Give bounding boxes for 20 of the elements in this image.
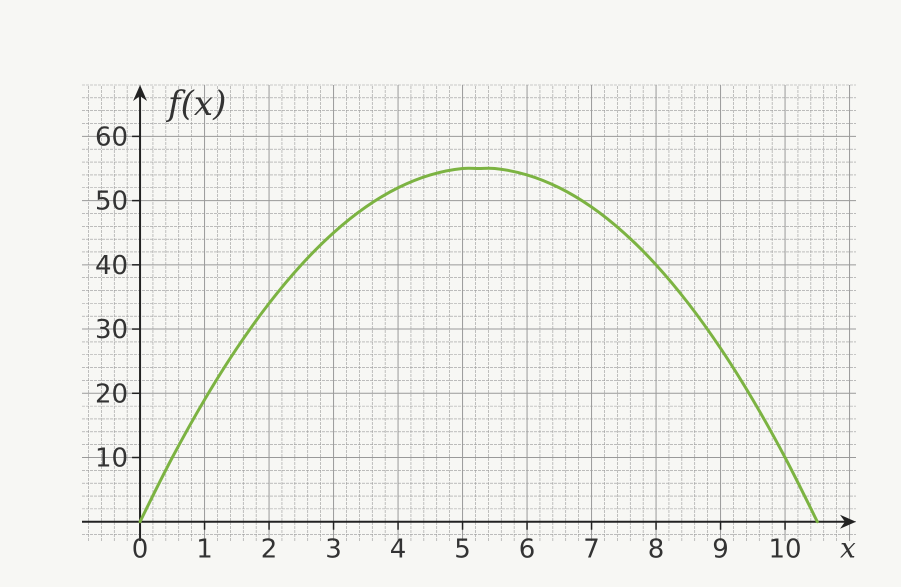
x-tick-label: 2	[260, 534, 278, 565]
y-tick-label: 40	[94, 250, 128, 281]
x-tick-label: 8	[648, 534, 664, 565]
x-axis-title: x	[840, 532, 856, 565]
x-tick-label: 1	[196, 534, 213, 565]
x-tick-label: 10	[768, 534, 802, 565]
x-tick-label: 9	[712, 534, 729, 565]
y-axis-title: f(x)	[165, 84, 226, 124]
y-tick-label: 30	[94, 315, 128, 346]
line-series	[138, 166, 819, 524]
x-tick-label: 7	[583, 534, 600, 565]
y-tick-label: 10	[94, 444, 128, 474]
x-tick-label: 0	[132, 534, 148, 565]
x-tick-label: 6	[518, 534, 536, 565]
y-tick-label: 60	[94, 122, 128, 152]
x-tick-label: 5	[454, 534, 471, 565]
y-tick-label: 50	[94, 186, 128, 217]
x-tick-label: 4	[390, 534, 406, 565]
x-tick-label: 3	[325, 534, 342, 565]
y-tick-label: 20	[94, 379, 128, 410]
